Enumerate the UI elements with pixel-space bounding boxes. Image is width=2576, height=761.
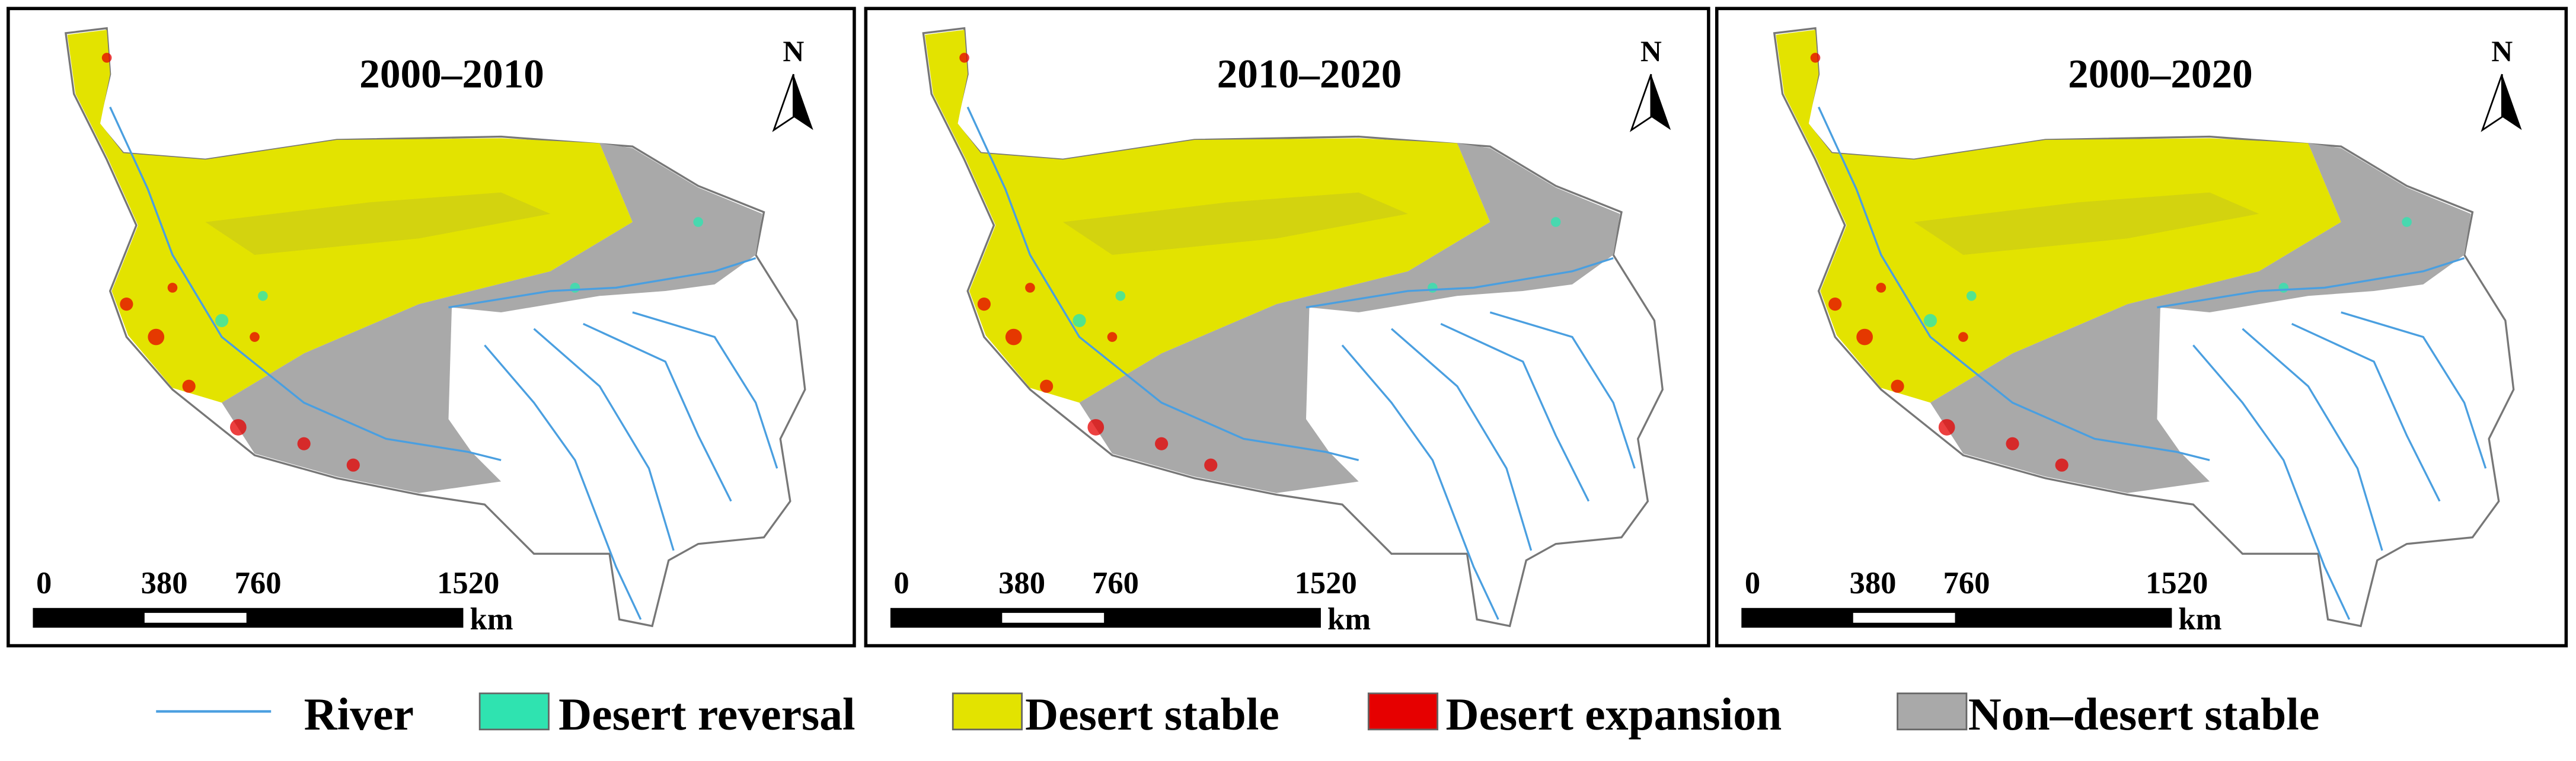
scale-label: 760 bbox=[1943, 566, 1990, 600]
scale-unit: km bbox=[470, 602, 513, 637]
scale-unit: km bbox=[2178, 602, 2221, 637]
scale-label: 760 bbox=[1092, 566, 1139, 600]
legend-label: Non–desert stable bbox=[1968, 689, 2320, 740]
scale-label: 380 bbox=[998, 566, 1045, 600]
scale-label: 0 bbox=[36, 566, 52, 600]
panel-title: 2000–2010 bbox=[359, 50, 544, 96]
scale-bar-segment bbox=[1853, 613, 1955, 623]
scale-bar-segment bbox=[1002, 613, 1105, 623]
legend-swatch bbox=[952, 692, 1023, 731]
north-label: N bbox=[1640, 35, 1662, 68]
scale-label: 1520 bbox=[2146, 566, 2208, 600]
scale-bar-segment bbox=[144, 613, 247, 623]
scale-bar bbox=[890, 607, 1321, 628]
legend-swatch bbox=[1367, 692, 1439, 731]
scale-label: 1520 bbox=[437, 566, 499, 600]
panel-title: 2010–2020 bbox=[1217, 50, 1402, 96]
legend: River Desert reversal Desert stable Desert … bbox=[156, 689, 2319, 740]
scale-label: 0 bbox=[893, 566, 909, 600]
north-label: N bbox=[2491, 35, 2513, 68]
scale-label: 760 bbox=[235, 566, 282, 600]
scale-bar bbox=[33, 607, 464, 628]
legend-swatch bbox=[478, 692, 550, 731]
scale-label: 1520 bbox=[1295, 566, 1357, 600]
scale-label: 380 bbox=[1850, 566, 1897, 600]
legend-label: Desert expansion bbox=[1446, 689, 1782, 740]
scale-label: 0 bbox=[1745, 566, 1760, 600]
legend-swatch bbox=[1897, 692, 1968, 731]
scale-unit: km bbox=[1327, 602, 1371, 637]
legend-label: River bbox=[304, 689, 414, 740]
legend-label: Desert reversal bbox=[558, 689, 855, 740]
scale-label: 380 bbox=[141, 566, 188, 600]
scale-bar bbox=[1741, 607, 2172, 628]
panel-title: 2000–2020 bbox=[2068, 50, 2253, 96]
north-label: N bbox=[783, 35, 804, 68]
legend-label: Desert stable bbox=[1025, 689, 1279, 740]
